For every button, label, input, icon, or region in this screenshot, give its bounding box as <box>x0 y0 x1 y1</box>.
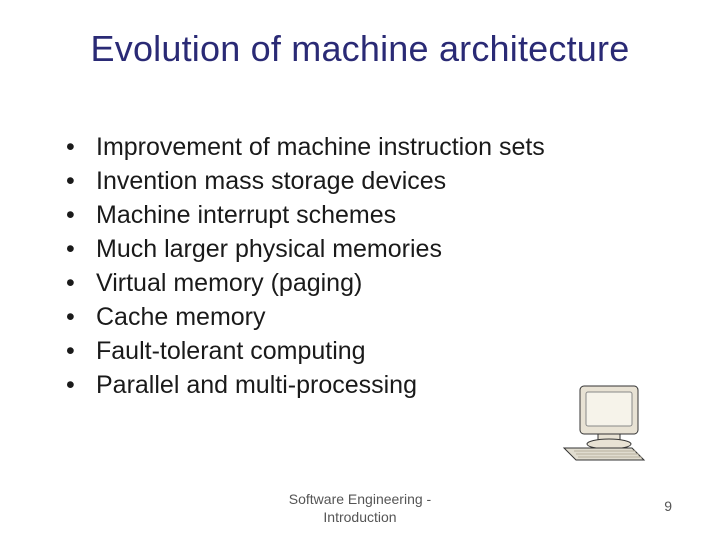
title-text: Evolution of machine architecture <box>91 28 630 69</box>
bullet-list: Improvement of machine instruction sets … <box>66 130 545 402</box>
page-number: 9 <box>664 498 672 514</box>
slide-title: Evolution of machine architecture <box>0 28 720 70</box>
bullet-item: Improvement of machine instruction sets <box>66 130 545 164</box>
bullet-item: Fault-tolerant computing <box>66 334 545 368</box>
bullet-item: Much larger physical memories <box>66 232 545 266</box>
bullet-item: Invention mass storage devices <box>66 164 545 198</box>
bullet-item: Cache memory <box>66 300 545 334</box>
bullet-item: Machine interrupt schemes <box>66 198 545 232</box>
footer-line-2: Introduction <box>0 509 720 527</box>
computer-icon <box>562 384 662 462</box>
bullet-item: Parallel and multi-processing <box>66 368 545 402</box>
computer-clipart <box>562 384 662 462</box>
footer-line-1: Software Engineering - <box>0 491 720 509</box>
footer: Software Engineering - Introduction <box>0 491 720 526</box>
slide: Evolution of machine architecture Improv… <box>0 0 720 540</box>
bullet-item: Virtual memory (paging) <box>66 266 545 300</box>
